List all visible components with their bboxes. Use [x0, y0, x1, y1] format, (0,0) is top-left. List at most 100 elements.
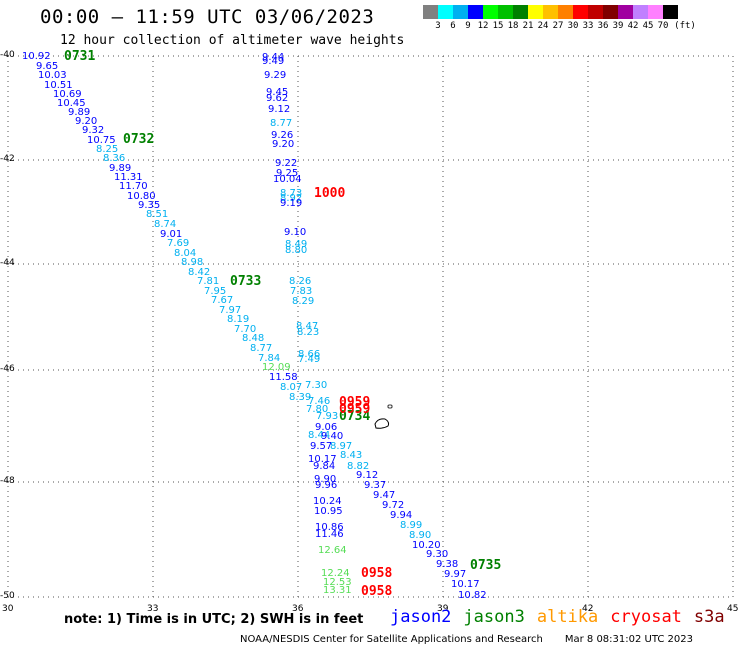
- wave-height-reading: 12.64: [318, 545, 347, 556]
- legend-entry: cryosat: [610, 607, 682, 627]
- footer-source: NOAA/NESDIS Center for Satellite Applica…: [240, 634, 543, 645]
- wave-height-reading: 8.36: [103, 153, 126, 164]
- wave-height-reading: 10.82: [458, 590, 487, 601]
- y-tick-label: -50: [0, 591, 15, 601]
- wave-height-reading: 9.49: [262, 56, 285, 67]
- color-scale-label: 36: [597, 21, 609, 31]
- page-subtitle: 12 hour collection of altimeter wave hei…: [60, 33, 405, 48]
- wave-height-reading: 7.93: [316, 411, 339, 422]
- wave-height-reading: 10.86: [315, 522, 344, 533]
- wave-height-reading: 9.84: [313, 461, 336, 472]
- wave-height-reading: 8.80: [285, 245, 308, 256]
- color-swatch: [573, 5, 588, 19]
- color-swatch: [438, 5, 453, 19]
- wave-height-reading: 11.46: [315, 529, 344, 540]
- legend-entry: jason3: [463, 607, 525, 627]
- wave-height-reading: 8.47: [296, 321, 319, 332]
- color-swatch: [528, 5, 543, 19]
- wave-height-reading: 10.92: [22, 51, 51, 62]
- wave-height-reading: 7.97: [219, 305, 242, 316]
- color-scale-bar: [423, 5, 678, 19]
- satellite-legend: jason2 jason3 altika cryosat s3a: [390, 607, 737, 627]
- y-tick-label: -46: [0, 364, 15, 374]
- pass-time-label: 0731: [64, 49, 96, 64]
- color-swatch: [513, 5, 528, 19]
- wave-height-reading: 8.26: [289, 276, 312, 287]
- pass-time-label: 0958: [361, 566, 393, 581]
- x-tick-label: 42: [582, 604, 594, 614]
- pass-time-label: 0733: [230, 274, 262, 289]
- wave-height-reading: 10.75: [87, 135, 116, 146]
- wave-height-reading: 13.31: [323, 585, 352, 596]
- wave-height-reading: 9.01: [160, 229, 183, 240]
- wave-height-reading: 7.49: [298, 354, 321, 365]
- wave-height-reading: 9.20: [75, 116, 98, 127]
- wave-height-reading: 10.24: [313, 496, 342, 507]
- wave-height-reading: 10.17: [308, 454, 337, 465]
- wave-height-reading: 9.47: [373, 490, 396, 501]
- wave-height-reading: 7.30: [305, 380, 328, 391]
- wave-height-reading: 12.53: [323, 577, 352, 588]
- wave-height-reading: 9.72: [382, 500, 405, 511]
- color-scale-label: 42: [627, 21, 639, 31]
- wave-height-reading: 8.51: [146, 209, 169, 220]
- x-tick-label: 39: [437, 604, 449, 614]
- wave-height-reading: 10.17: [451, 579, 480, 590]
- y-tick-label: -44: [0, 258, 15, 268]
- pass-time-label: 0959: [339, 402, 371, 417]
- wave-height-reading: 9.20: [272, 139, 295, 150]
- color-scale-label: 9: [465, 21, 471, 31]
- wave-height-reading: 8.98: [181, 257, 204, 268]
- wave-height-reading: 7.67: [211, 295, 234, 306]
- wave-height-reading: 9.57: [310, 441, 333, 452]
- wave-height-reading: 8.42: [188, 267, 211, 278]
- color-scale-label: 3: [435, 21, 441, 31]
- color-swatch: [558, 5, 573, 19]
- color-scale-label: 15: [492, 21, 504, 31]
- y-tick-label: -40: [0, 50, 15, 60]
- wave-height-reading: 12.24: [321, 568, 350, 579]
- color-scale-label: 30: [567, 21, 579, 31]
- wave-height-reading: 9.90: [314, 474, 337, 485]
- wave-height-reading: 9.40: [321, 431, 344, 442]
- color-swatch: [498, 5, 513, 19]
- island-outline: [374, 418, 390, 429]
- legend-entry: s3a: [693, 607, 725, 627]
- map-grid: [7, 55, 734, 598]
- wave-height-reading: 9.10: [284, 227, 307, 238]
- color-swatch: [663, 5, 678, 19]
- wave-height-reading: 9.38: [436, 559, 459, 570]
- wave-height-reading: 8.39: [289, 392, 312, 403]
- wave-height-reading: 8.19: [227, 314, 250, 325]
- wave-height-reading: 8.48: [242, 333, 265, 344]
- wave-height-reading: 10.80: [127, 191, 156, 202]
- color-swatch: [468, 5, 483, 19]
- x-tick-label: 36: [292, 604, 304, 614]
- wave-height-reading: 10.51: [44, 80, 73, 91]
- wave-height-reading: 8.07: [280, 382, 303, 393]
- wave-height-reading: 8.90: [409, 530, 432, 541]
- wave-height-reading: 8.97: [330, 441, 353, 452]
- wave-height-reading: 11.58: [269, 372, 298, 383]
- wave-height-reading: 10.20: [412, 540, 441, 551]
- wave-height-reading: 8.92: [280, 193, 303, 204]
- wave-height-reading: 8.82: [347, 461, 370, 472]
- wave-height-reading: 7.46: [308, 396, 331, 407]
- wave-height-reading: 12.09: [262, 362, 291, 373]
- islet-outline: [387, 404, 393, 409]
- y-tick-label: -48: [0, 476, 15, 486]
- pass-time-label: 0959: [339, 395, 371, 410]
- color-swatch: [453, 5, 468, 19]
- wave-height-reading: 7.80: [306, 404, 329, 415]
- wave-height-reading: 9.62: [266, 93, 289, 104]
- pass-time-label: 0735: [470, 558, 502, 573]
- wave-height-reading: 8.04: [174, 248, 197, 259]
- color-scale-label: 70: [657, 21, 669, 31]
- wave-height-reading: 8.74: [154, 219, 177, 230]
- color-scale-label: 12: [477, 21, 489, 31]
- wave-height-reading: 9.30: [426, 549, 449, 560]
- wave-height-reading: 8.43: [340, 450, 363, 461]
- wave-height-reading: 8.66: [298, 349, 321, 360]
- wave-height-reading: 9.32: [82, 125, 105, 136]
- wave-height-reading: 7.81: [197, 276, 220, 287]
